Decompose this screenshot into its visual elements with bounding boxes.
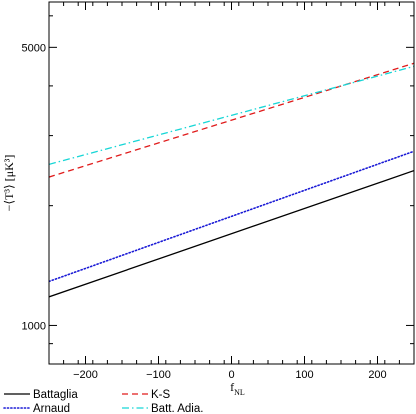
series-line-battaglia (49, 169, 414, 298)
x-tick-label: 0 (228, 369, 234, 381)
x-tick-label: −100 (146, 369, 171, 381)
ticks-layer: −200 −100 0 100 200 1000 5000 (22, 2, 415, 381)
legend-label: Arnaud (33, 403, 70, 414)
series-line-arnaud (49, 150, 414, 283)
plot-frame (48, 1, 415, 365)
legend-item: Battaglia (4, 389, 78, 401)
series-layer (49, 62, 414, 298)
legend-item: Batt. Adia. (122, 403, 203, 414)
y-tick-label: 1000 (22, 320, 46, 332)
x-axis-label: fNL (230, 380, 245, 397)
x-tick-label: 100 (295, 369, 313, 381)
legend-label: K-S (151, 389, 171, 401)
legend-label: Battaglia (33, 389, 78, 401)
series-line-batt-adia (49, 65, 414, 165)
x-tick-label: 200 (368, 369, 386, 381)
y-axis-label: −⟨T³⟩ [μK³] (2, 155, 16, 212)
legend-label: Batt. Adia. (151, 403, 203, 414)
series-line-k-s (49, 62, 414, 178)
legend-item: K-S (122, 389, 171, 401)
x-axis-label-subscript: NL (234, 388, 245, 397)
x-axis-label-main: f (230, 380, 234, 394)
legend-item: Arnaud (3, 403, 70, 414)
x-tick-label: −200 (73, 369, 98, 381)
y-tick-label: 5000 (22, 42, 46, 54)
legend: Battaglia Arnaud K-S Batt. Adia. (3, 389, 203, 414)
